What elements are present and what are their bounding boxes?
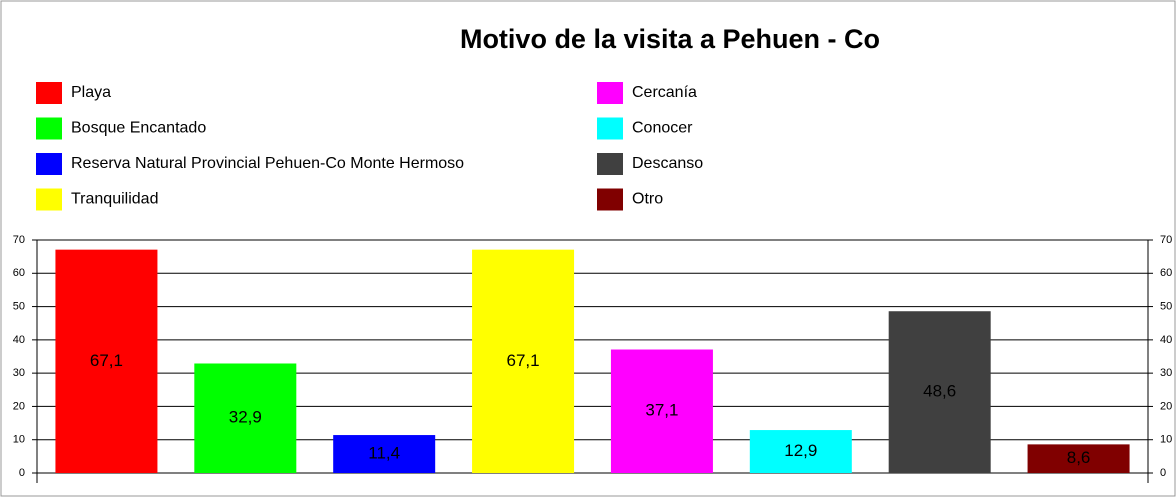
y-tick-label: 60 [13,267,25,279]
value-label: 8,6 [1067,448,1091,467]
bar [888,311,991,473]
y-tick-label: 50 [13,300,25,312]
y2-tick-label: 10 [1160,434,1172,446]
bar [1027,444,1130,473]
y2-tick-label: 40 [1160,334,1172,346]
value-label: 12,9 [784,441,817,460]
y2-tick-label: 30 [1160,367,1172,379]
value-label: 11,4 [368,444,400,463]
y-tick-label: 30 [13,367,25,379]
bar [194,363,297,473]
bar [610,349,713,473]
y2-tick-label: 0 [1160,467,1166,479]
legend-swatch [597,153,623,175]
y-tick-label: 0 [19,467,25,479]
value-label: 37,1 [645,401,678,420]
bar [472,249,575,473]
legend-swatch [36,188,62,211]
legend-swatch [36,117,62,140]
bar [333,435,436,473]
legend-label: Cercanía [632,84,697,101]
y2-tick-label: 20 [1160,400,1172,412]
legend-label: Playa [71,84,111,101]
legend-label: Bosque Encantado [71,120,206,137]
legend-label: Tranquilidad [71,191,158,208]
y2-tick-label: 60 [1160,267,1172,279]
legend-swatch [597,117,623,140]
bar [55,249,158,473]
value-label: 67,1 [90,351,123,370]
y-tick-label: 40 [13,334,25,346]
y-tick-label: 10 [13,434,25,446]
legend-label: Otro [632,191,663,208]
legend-label: Reserva Natural Provincial Pehuen-Co Mon… [71,155,464,172]
y2-tick-label: 70 [1160,234,1172,246]
bar [749,430,852,473]
legend-label: Descanso [632,155,703,172]
legend-swatch [36,82,62,104]
value-label: 48,6 [923,382,956,401]
value-label: 32,9 [229,408,262,427]
legend-swatch [597,188,623,211]
y-tick-label: 20 [13,400,25,412]
value-label: 67,1 [507,351,540,370]
chart-title: Motivo de la visita a Pehuen - Co [460,24,880,54]
legend-label: Conocer [632,120,693,137]
legend-swatch [597,82,623,104]
legend-swatch [36,153,62,175]
y2-tick-label: 50 [1160,300,1172,312]
y-tick-label: 70 [13,234,25,246]
